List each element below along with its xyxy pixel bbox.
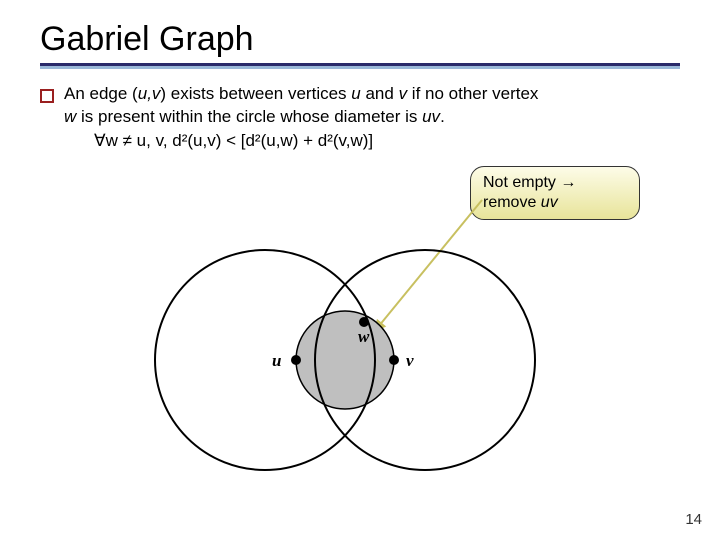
gabriel-diagram: u v w — [130, 215, 560, 475]
svg-text:u: u — [272, 351, 281, 370]
callout-box: Not empty → remove uv — [470, 166, 640, 220]
title-rule-light — [40, 66, 680, 69]
bullet-marker — [40, 89, 54, 103]
formula: ∀w ≠ u, v, d²(u,v) < [d²(u,w) + d²(v,w)] — [94, 131, 680, 151]
callout-uv: uv — [541, 194, 558, 211]
svg-text:v: v — [406, 351, 414, 370]
bullet-item: An edge (u,v) exists between vertices u … — [40, 83, 680, 129]
bullet-text: An edge (u,v) exists between vertices u … — [64, 83, 538, 129]
page-number: 14 — [685, 511, 702, 528]
callout-line1: Not empty → — [483, 174, 576, 191]
svg-text:w: w — [358, 327, 370, 346]
callout-line2a: remove — [483, 194, 541, 211]
slide-title: Gabriel Graph — [40, 20, 680, 59]
